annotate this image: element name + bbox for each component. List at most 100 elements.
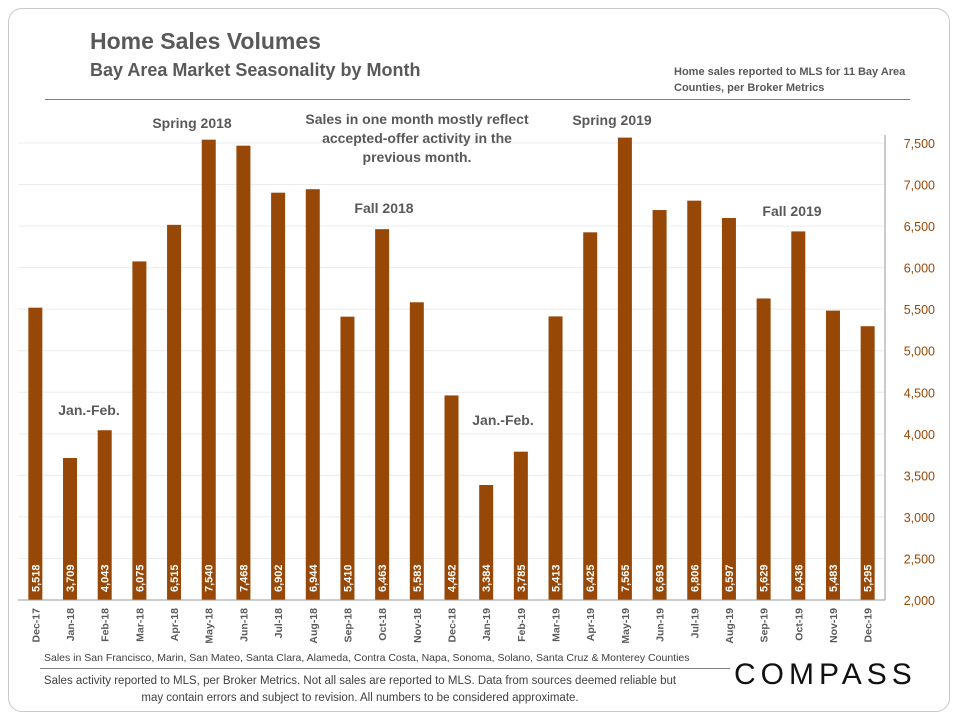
x-tick-label: Jul-18 <box>273 608 285 639</box>
bar-Jul-19 <box>687 200 702 600</box>
x-tick-label: Feb-19 <box>516 608 528 642</box>
annotation-note-line-1: Sales in one month mostly reflect <box>305 111 529 127</box>
y-tick-label: 6,000 <box>904 262 935 276</box>
x-tick-label: Apr-19 <box>585 608 597 641</box>
annotation-fall-2019: Fall 2019 <box>762 203 821 219</box>
bar-Dec-18 <box>444 395 459 600</box>
bar-Jan-18 <box>63 457 78 600</box>
y-tick-label: 4,000 <box>904 428 935 442</box>
y-tick-label: 4,500 <box>904 386 935 400</box>
bar-value-label: 4,462 <box>447 564 459 592</box>
x-tick-label: May-18 <box>204 608 216 644</box>
x-tick-label: Sep-18 <box>342 608 354 643</box>
y-tick-label: 2,000 <box>904 594 935 608</box>
bar-Nov-18 <box>409 302 424 600</box>
bar-value-label: 5,583 <box>412 564 424 592</box>
bar-value-label: 5,413 <box>551 564 563 592</box>
annotation-spring-2019: Spring 2019 <box>572 112 652 128</box>
bar-Dec-17 <box>28 307 43 600</box>
x-tick-label: Jun-18 <box>238 608 250 642</box>
bar-Aug-18 <box>305 189 320 600</box>
slide-frame <box>8 8 950 712</box>
bar-Jun-18 <box>236 145 251 600</box>
bar-Dec-19 <box>860 326 875 600</box>
bar-Oct-18 <box>375 229 390 600</box>
x-tick-label: Nov-18 <box>412 608 424 643</box>
bar-May-19 <box>617 137 632 600</box>
bar-value-label: 3,785 <box>516 564 528 592</box>
bar-value-label: 6,463 <box>377 564 389 592</box>
bar-Sep-19 <box>756 298 771 600</box>
x-tick-label: Aug-18 <box>308 608 320 644</box>
x-tick-label: May-19 <box>620 608 632 644</box>
bar-Feb-18 <box>97 430 112 600</box>
y-tick-label: 2,500 <box>904 552 935 566</box>
bar-value-label: 3,384 <box>481 564 493 592</box>
x-tick-label: Jan-19 <box>481 608 493 641</box>
x-tick-label: Jan-18 <box>65 608 77 641</box>
bar-value-label: 6,075 <box>134 564 146 592</box>
bar-May-18 <box>201 139 216 600</box>
x-tick-label: Aug-19 <box>724 608 736 644</box>
x-tick-label: Sep-19 <box>759 608 771 643</box>
footer-divider <box>40 668 730 669</box>
annotation-note-line-2: accepted-offer activity in the <box>322 130 512 146</box>
y-tick-label: 7,000 <box>904 179 935 193</box>
y-tick-label: 5,000 <box>904 345 935 359</box>
bar-chart: 2,000 2,500 3,000 3,500 4,000 4,500 5,000 5,500… <box>18 111 935 644</box>
bar-value-label: 5,629 <box>759 564 771 592</box>
bar-value-label: 5,518 <box>30 564 42 592</box>
bar-Mar-18 <box>132 261 147 600</box>
bar-value-label: 6,944 <box>308 564 320 592</box>
bar-value-label: 4,043 <box>100 564 112 592</box>
annotation-fall-2018: Fall 2018 <box>354 200 413 216</box>
bar-Sep-18 <box>340 316 355 600</box>
bar-value-label: 6,436 <box>793 564 805 592</box>
bar-Oct-19 <box>791 231 806 600</box>
bar-value-label: 5,295 <box>863 564 875 592</box>
bar-value-label: 6,597 <box>724 564 736 592</box>
page-title: Home Sales Volumes <box>90 28 321 54</box>
bar-value-label: 6,693 <box>655 564 667 592</box>
header-divider <box>45 99 910 100</box>
bar-value-label: 6,806 <box>689 564 701 592</box>
bar-Mar-19 <box>548 316 563 600</box>
bar-Apr-18 <box>167 224 182 600</box>
source-note: Home sales reported to MLS for 11 Bay Ar… <box>674 66 906 94</box>
x-tick-label: Mar-18 <box>134 608 146 642</box>
bar-value-label: 5,483 <box>828 564 840 592</box>
bar-value-label: 7,565 <box>620 564 632 592</box>
bar-value-label: 6,515 <box>169 564 181 592</box>
x-tick-label: Jun-19 <box>655 608 667 642</box>
annotation-jan-feb-2018: Jan.-Feb. <box>58 402 119 418</box>
y-tick-label: 3,500 <box>904 469 935 483</box>
counties-note: Sales in San Francisco, Marin, San Mateo… <box>44 652 690 664</box>
y-tick-label: 6,500 <box>904 220 935 234</box>
disclaimer: Sales activity reported to MLS, per Brok… <box>43 675 677 704</box>
x-tick-label: Dec-17 <box>30 608 42 643</box>
bar-Aug-19 <box>721 218 736 600</box>
y-tick-label: 3,000 <box>904 511 935 525</box>
x-tick-label: Dec-18 <box>447 608 459 643</box>
annotation-spring-2018: Spring 2018 <box>152 115 232 131</box>
bar-value-label: 7,540 <box>204 564 216 592</box>
x-tick-label: Mar-19 <box>551 608 563 642</box>
bar-Feb-19 <box>513 451 528 600</box>
x-tick-label: Jul-19 <box>689 608 701 639</box>
bar-Nov-19 <box>825 310 840 600</box>
annotation-note-line-3: previous month. <box>363 149 472 165</box>
x-tick-label: Oct-18 <box>377 608 389 641</box>
bar-Jan-19 <box>479 485 494 600</box>
x-tick-label: Dec-19 <box>863 608 875 643</box>
x-tick-label: Feb-18 <box>100 608 112 642</box>
bar-value-label: 7,468 <box>238 564 250 592</box>
bar-value-label: 3,709 <box>65 564 77 592</box>
y-tick-label: 5,500 <box>904 303 935 317</box>
x-tick-label: Nov-19 <box>828 608 840 643</box>
y-tick-label: 7,500 <box>904 137 935 151</box>
bar-value-label: 6,902 <box>273 564 285 592</box>
bar-Jul-18 <box>271 192 286 601</box>
bar-value-label: 5,410 <box>342 564 354 592</box>
bar-value-label: 6,425 <box>585 564 597 592</box>
compass-logo: COMPASS <box>734 658 917 691</box>
